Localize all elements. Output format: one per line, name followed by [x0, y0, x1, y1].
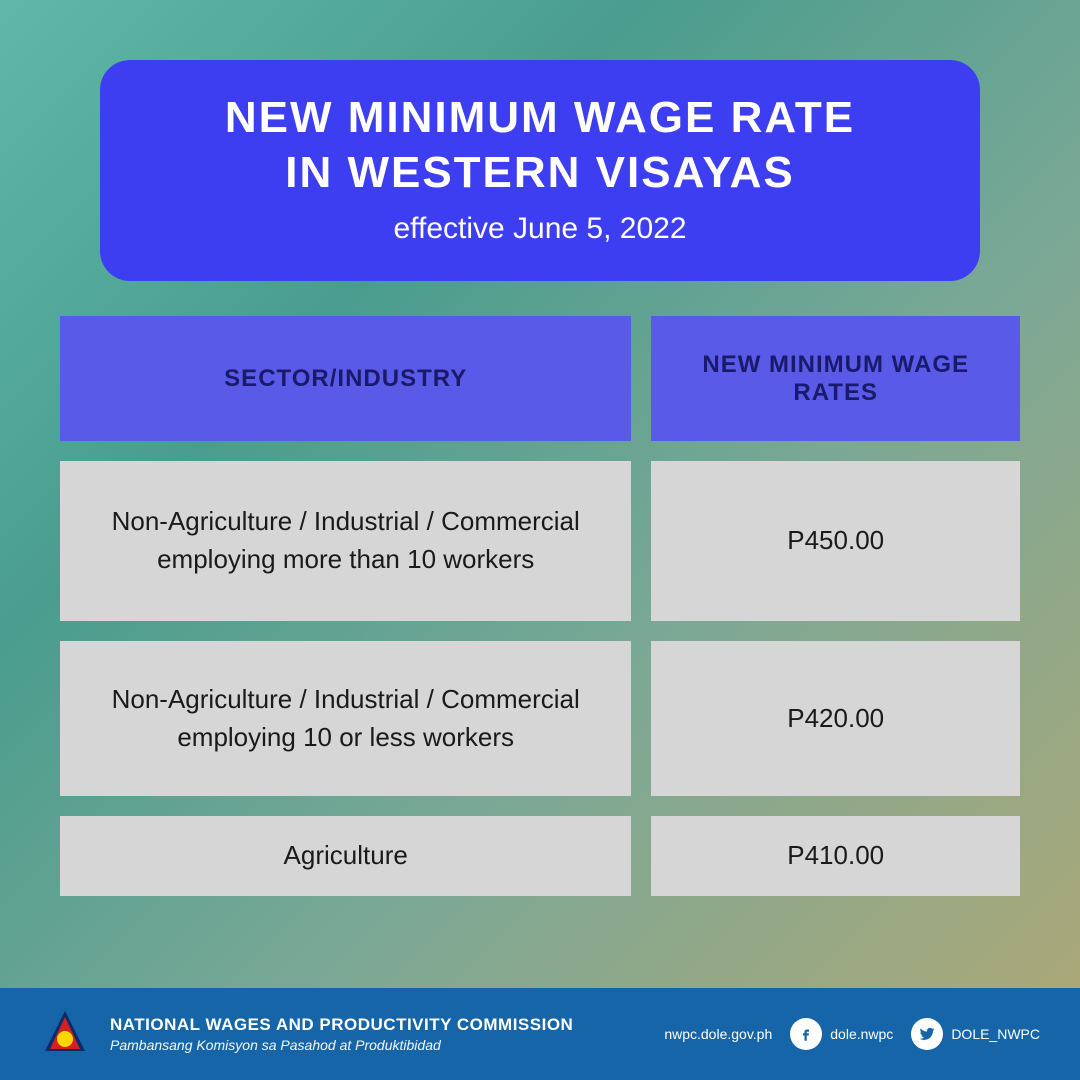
table-row: Non-Agriculture / Industrial / Commercia… — [60, 461, 631, 621]
nwpc-logo-icon — [40, 1009, 90, 1059]
table-header-rate: NEW MINIMUM WAGE RATES — [651, 316, 1020, 441]
facebook-link: dole.nwpc — [790, 1018, 893, 1050]
org-tagline: Pambansang Komisyon sa Pasahod at Produk… — [110, 1037, 644, 1053]
table-row: P410.00 — [651, 816, 1020, 896]
table-row: Agriculture — [60, 816, 631, 896]
org-text-block: NATIONAL WAGES AND PRODUCTIVITY COMMISSI… — [110, 1015, 644, 1053]
content-container: NEW MINIMUM WAGE RATE IN WESTERN VISAYAS… — [0, 0, 1080, 896]
org-name: NATIONAL WAGES AND PRODUCTIVITY COMMISSI… — [110, 1015, 644, 1035]
title-subtitle: effective June 5, 2022 — [140, 212, 940, 246]
title-line-2: IN WESTERN VISAYAS — [285, 148, 795, 197]
table-column-sector: SECTOR/INDUSTRY Non-Agriculture / Indust… — [60, 316, 631, 896]
table-row: P420.00 — [651, 641, 1020, 796]
twitter-icon — [911, 1018, 943, 1050]
title-banner: NEW MINIMUM WAGE RATE IN WESTERN VISAYAS… — [100, 60, 980, 281]
facebook-icon — [790, 1018, 822, 1050]
title-line-1: NEW MINIMUM WAGE RATE — [225, 93, 855, 142]
twitter-handle: DOLE_NWPC — [951, 1026, 1040, 1042]
footer-bar: NATIONAL WAGES AND PRODUCTIVITY COMMISSI… — [0, 988, 1080, 1080]
table-column-rate: NEW MINIMUM WAGE RATES P450.00 P420.00 P… — [651, 316, 1020, 896]
facebook-handle: dole.nwpc — [830, 1026, 893, 1042]
title-main: NEW MINIMUM WAGE RATE IN WESTERN VISAYAS — [140, 90, 940, 200]
twitter-link: DOLE_NWPC — [911, 1018, 1040, 1050]
wage-table: SECTOR/INDUSTRY Non-Agriculture / Indust… — [60, 316, 1020, 896]
table-row: P450.00 — [651, 461, 1020, 621]
website-label: nwpc.dole.gov.ph — [664, 1026, 772, 1042]
social-links: nwpc.dole.gov.ph dole.nwpc DOLE_NWPC — [664, 1018, 1040, 1050]
table-header-sector: SECTOR/INDUSTRY — [60, 316, 631, 441]
table-row: Non-Agriculture / Industrial / Commercia… — [60, 641, 631, 796]
